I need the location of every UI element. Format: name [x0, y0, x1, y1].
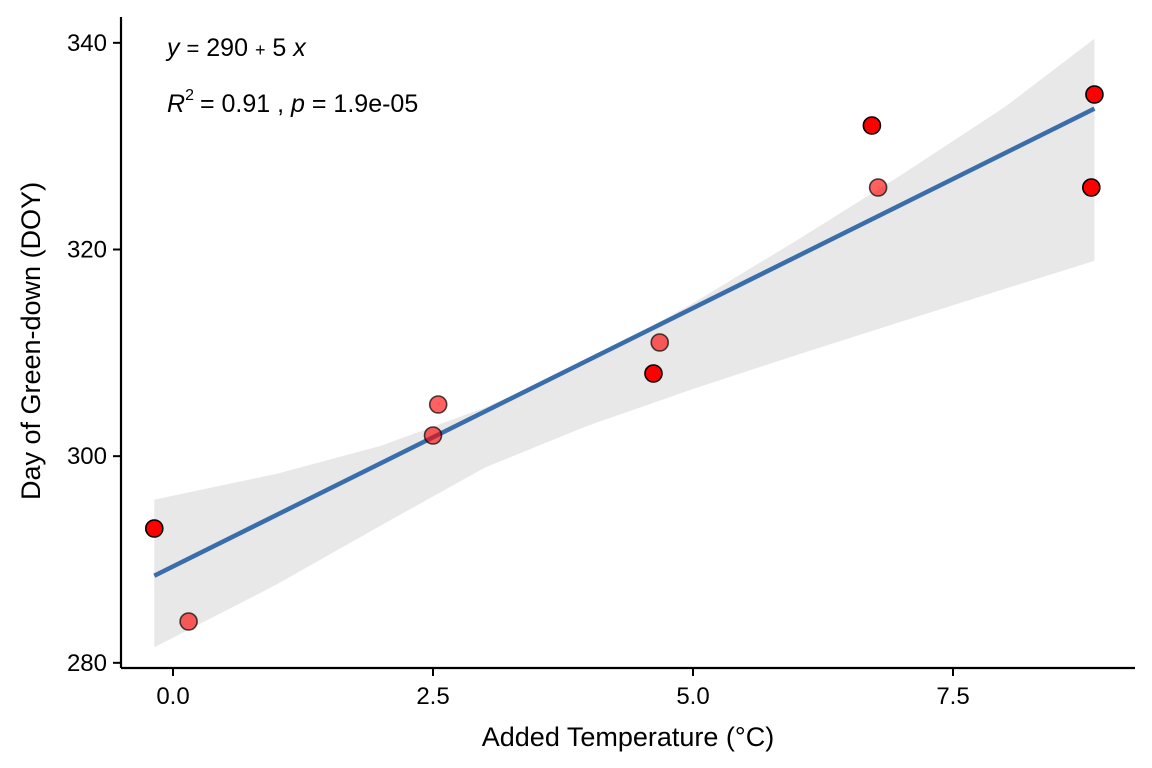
equation-slope: 5 — [272, 34, 286, 62]
data-point — [862, 116, 882, 135]
r-squared-exponent: 2 — [185, 87, 194, 104]
equation-x-var: x — [292, 34, 307, 62]
equation-y-var: y — [165, 34, 181, 62]
regression-equation: y = 290 + 5 x — [165, 34, 307, 62]
x-tick-label: 5.0 — [676, 683, 709, 710]
equation-intercept: 290 — [206, 34, 248, 62]
data-point — [868, 178, 888, 197]
x-tick-label: 0.0 — [156, 683, 189, 710]
x-axis-title: Added Temperature (°C) — [482, 722, 774, 752]
equation-lhs-op: = — [186, 36, 199, 61]
y-tick-label: 320 — [67, 237, 107, 264]
data-point — [1082, 178, 1101, 197]
x-tick-label: 2.5 — [416, 683, 449, 710]
data-points — [144, 85, 1104, 631]
equation-op: + — [255, 40, 266, 60]
data-point — [144, 519, 164, 538]
r-squared-value: = 0.91 , — [200, 90, 284, 118]
regression-stats: R2 = 0.91 , p = 1.9e-05 — [167, 87, 418, 118]
r-squared-symbol: R — [167, 90, 185, 118]
data-point — [179, 612, 198, 631]
data-point — [428, 395, 448, 414]
data-point — [1085, 85, 1104, 104]
x-axis-ticks: 0.0 2.5 5.0 7.5 — [156, 668, 970, 710]
y-tick-label: 280 — [67, 650, 107, 677]
y-tick-label: 300 — [67, 443, 107, 470]
data-point — [650, 333, 670, 352]
y-axis-ticks: 280 300 320 340 — [67, 30, 121, 677]
data-point — [423, 426, 443, 445]
y-tick-label: 340 — [67, 30, 107, 57]
x-tick-label: 7.5 — [936, 683, 969, 710]
plot-area — [144, 38, 1104, 648]
p-value-value: = 1.9e-05 — [312, 90, 418, 118]
data-point — [644, 364, 663, 383]
p-value-symbol: p — [290, 90, 305, 118]
regression-line — [153, 106, 1096, 578]
y-axis-title: Day of Green-down (DOY) — [16, 182, 46, 500]
